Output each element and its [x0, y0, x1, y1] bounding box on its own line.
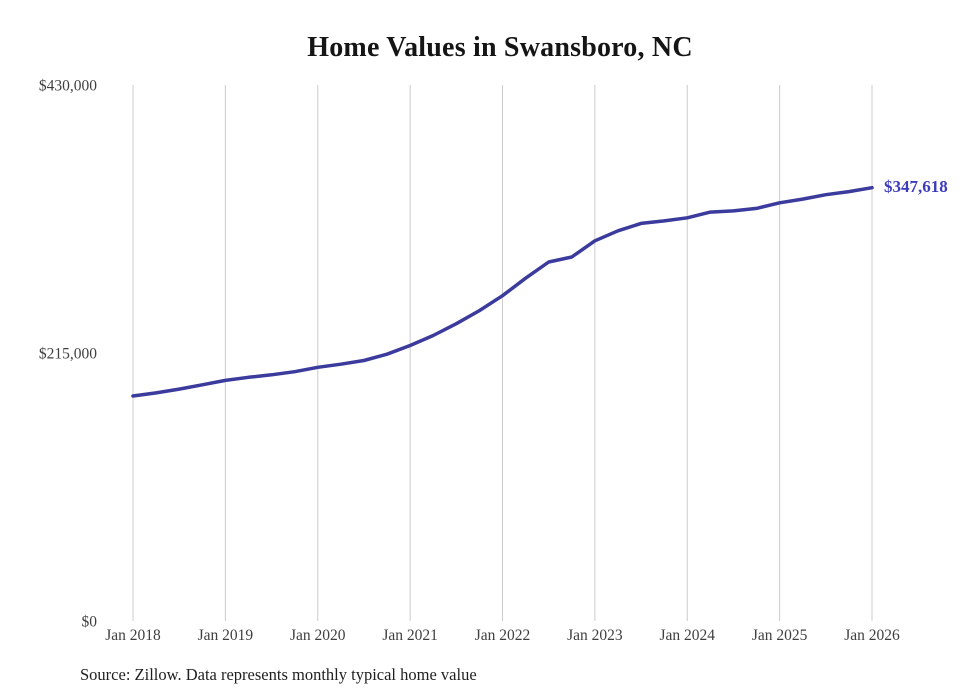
x-tick-label: Jan 2019: [198, 627, 254, 644]
x-tick-label: Jan 2026: [844, 627, 900, 644]
chart-title: Home Values in Swansboro, NC: [307, 32, 693, 63]
source-note: Source: Zillow. Data represents monthly …: [80, 665, 477, 684]
y-tick-label: $0: [82, 614, 98, 631]
x-tick-label: Jan 2022: [475, 627, 531, 644]
home-value-series-line: [131, 185, 874, 398]
y-tick-label: $215,000: [39, 346, 97, 363]
x-tick-label: Jan 2025: [752, 627, 808, 644]
x-tick-label: Jan 2021: [382, 627, 438, 644]
y-tick-label: $430,000: [39, 78, 97, 95]
latest-value-label: $347,618: [884, 176, 948, 196]
x-tick-label: Jan 2020: [290, 627, 346, 644]
x-tick-label: Jan 2018: [105, 627, 161, 644]
x-tick-label: Jan 2024: [659, 627, 715, 644]
x-tick-label: Jan 2023: [567, 627, 623, 644]
